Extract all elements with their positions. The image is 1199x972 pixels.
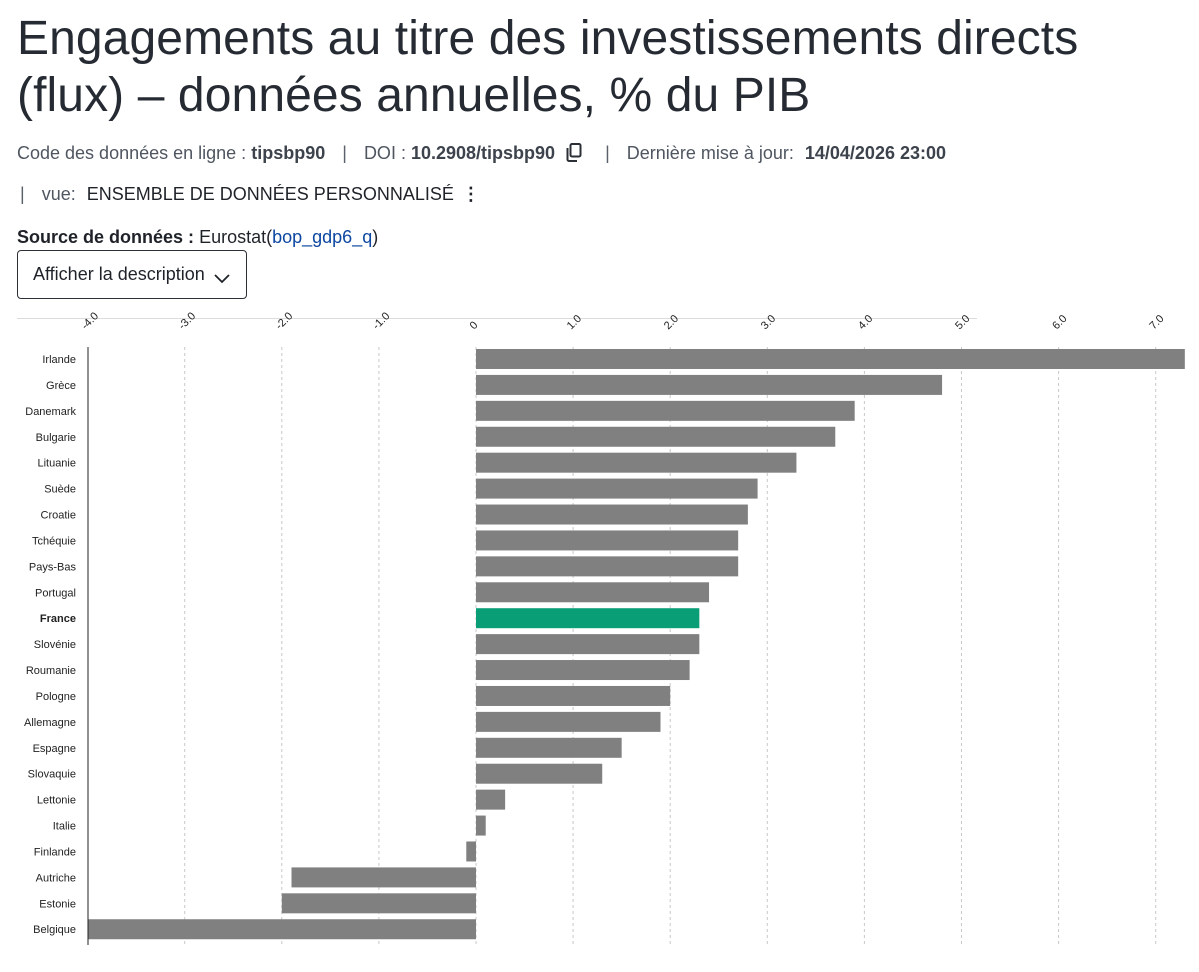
bar[interactable] — [466, 841, 476, 862]
view-row: | vue: ENSEMBLE DE DONNÉES PERSONNALISÉ … — [17, 182, 480, 206]
bar[interactable] — [476, 374, 943, 395]
bar[interactable] — [476, 789, 506, 810]
divider — [17, 318, 977, 319]
bar[interactable] — [281, 893, 476, 914]
bar[interactable] — [87, 919, 476, 940]
category-label: Lettonie — [37, 795, 76, 807]
category-label: Italie — [53, 821, 76, 833]
category-label: Slovénie — [34, 639, 76, 651]
separator: | — [20, 184, 25, 204]
x-tick-label: 3.0 — [759, 313, 778, 332]
category-label: Belgique — [33, 924, 76, 936]
separator: | — [342, 143, 347, 163]
updated-label: Dernière mise à jour: — [626, 143, 794, 163]
bar[interactable] — [476, 478, 758, 499]
code-label: Code des données en ligne : — [17, 143, 247, 163]
bar[interactable] — [476, 634, 700, 655]
category-label: Irlande — [42, 354, 76, 366]
view-selector[interactable]: ENSEMBLE DE DONNÉES PERSONNALISÉ — [86, 184, 454, 204]
source-label: Source de données : — [17, 227, 195, 247]
bar[interactable] — [476, 426, 836, 447]
bar[interactable] — [476, 452, 797, 473]
doi-label: DOI : — [363, 143, 406, 163]
bar[interactable] — [476, 504, 748, 525]
category-label: Suède — [44, 484, 76, 496]
category-label: Danemark — [25, 406, 76, 418]
category-label: Estonie — [39, 898, 76, 910]
category-label: Autriche — [36, 872, 76, 884]
category-label: Espagne — [33, 743, 76, 755]
view-label: vue: — [41, 184, 76, 204]
bar[interactable] — [476, 608, 700, 629]
separator: | — [605, 143, 610, 163]
bar[interactable] — [476, 530, 739, 551]
bar-chart: -4.0 -3.0 -2.0 -1.0 0 1.0 2.0 3.0 4.0 5.0 6.0 7.0 Ir… — [24, 310, 1185, 945]
doi-value: 10.2908/tipsbp90 — [410, 143, 556, 163]
show-description-label: Afficher la description — [33, 264, 205, 284]
bar[interactable] — [476, 815, 486, 836]
copy-icon[interactable] — [566, 143, 582, 168]
category-label: Grèce — [46, 380, 76, 392]
category-label: Finlande — [34, 846, 76, 858]
x-tick-label: -3.0 — [176, 310, 198, 332]
code-value: tipsbp90 — [251, 143, 326, 163]
x-tick-label: 7.0 — [1147, 313, 1166, 332]
show-description-button[interactable]: Afficher la description — [17, 250, 247, 299]
x-tick-label: 0 — [468, 319, 481, 332]
category-label: Lituanie — [37, 458, 76, 470]
bar[interactable] — [476, 737, 622, 758]
updated-value: 14/04/2026 23:00 — [804, 143, 947, 163]
kebab-menu-icon[interactable]: ⋮ — [461, 184, 480, 204]
bar[interactable] — [476, 711, 661, 732]
x-tick-label: -1.0 — [371, 310, 393, 332]
category-label: Slovaquie — [28, 769, 76, 781]
source-name: Eurostat — [199, 227, 267, 247]
x-tick-label: 5.0 — [953, 313, 972, 332]
source-code-link[interactable]: bop_gdp6_q — [272, 227, 373, 247]
page-title: Engagements au titre des investissements… — [17, 12, 1079, 122]
x-tick-label: 4.0 — [856, 313, 875, 332]
x-tick-label: 6.0 — [1050, 313, 1069, 332]
category-label: Allemagne — [24, 717, 76, 729]
bar[interactable] — [476, 660, 690, 681]
bar[interactable] — [476, 349, 1185, 369]
bar[interactable] — [476, 400, 855, 421]
category-label: Roumanie — [26, 665, 76, 677]
bar[interactable] — [476, 685, 671, 706]
bar[interactable] — [476, 556, 739, 577]
bar[interactable] — [476, 763, 603, 784]
category-label: Pologne — [36, 691, 76, 703]
bar[interactable] — [476, 582, 710, 603]
category-label: Pays-Bas — [29, 561, 77, 573]
category-label: Croatie — [41, 510, 76, 522]
x-tick-label: 2.0 — [662, 313, 681, 332]
x-tick-label: -4.0 — [79, 310, 101, 332]
category-label: Bulgarie — [36, 432, 76, 444]
x-tick-label: -2.0 — [273, 310, 295, 332]
metadata-row: Code des données en ligne : tipsbp90 | D… — [17, 141, 946, 168]
bar[interactable] — [291, 867, 476, 888]
x-tick-label: 1.0 — [565, 313, 584, 332]
data-source: Source de données : Eurostat(bop_gdp6_q) — [17, 225, 378, 249]
category-label: Portugal — [35, 587, 76, 599]
chevron-down-icon — [214, 268, 230, 289]
paren-close: ) — [372, 227, 379, 247]
category-label: Tchéquie — [32, 535, 76, 547]
category-label: France — [40, 613, 76, 625]
paren-open: ( — [266, 227, 273, 247]
